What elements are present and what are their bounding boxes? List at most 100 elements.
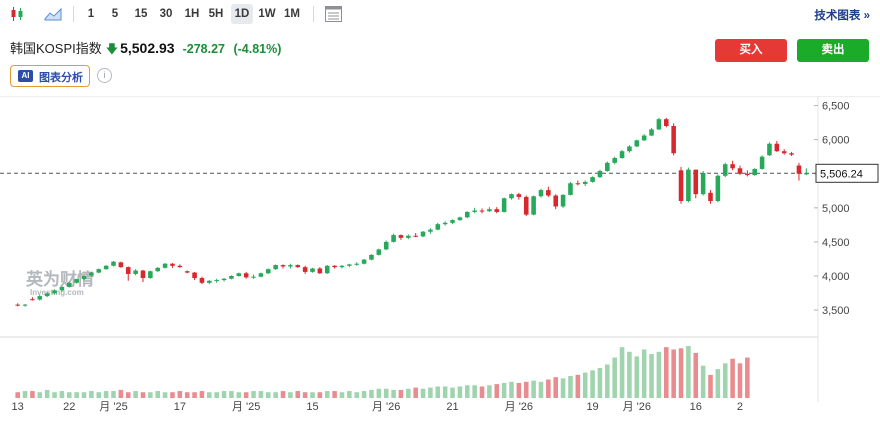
volume-bar xyxy=(435,386,441,398)
volume-bar xyxy=(74,392,79,398)
candle-body xyxy=(221,278,227,281)
price-chart[interactable]: 6,5006,0005,5005,0004,5004,0003,500英为财情I… xyxy=(0,96,880,432)
interval-1h[interactable]: 1H xyxy=(184,8,200,20)
candle-body xyxy=(722,164,728,176)
candle-body xyxy=(339,265,345,268)
candle-body xyxy=(59,286,65,291)
candle-body xyxy=(708,192,713,201)
candle-body xyxy=(612,158,617,163)
volume-bar xyxy=(678,348,684,398)
candle-body xyxy=(111,261,116,266)
interval-5h[interactable]: 5H xyxy=(208,8,224,20)
candle-body xyxy=(678,170,684,201)
candle-body xyxy=(781,151,787,154)
volume-bar xyxy=(700,365,706,398)
candle-body xyxy=(15,304,20,306)
volume-bar xyxy=(546,379,551,398)
buy-button[interactable]: 买入 xyxy=(715,39,787,62)
candle-body xyxy=(435,224,441,230)
interval-1d[interactable]: 1D xyxy=(231,4,253,24)
current-price-label: 5,506.24 xyxy=(820,168,863,180)
candle-body xyxy=(538,190,544,197)
x-tick-label: 月 '26 xyxy=(505,401,533,413)
candle-body xyxy=(413,235,418,237)
area-chart-icon[interactable] xyxy=(44,7,62,21)
candle-body xyxy=(752,168,758,176)
x-tick-label: 月 '25 xyxy=(99,401,127,413)
watermark-logo-text: 英为财情 xyxy=(26,269,94,289)
candle-body xyxy=(184,271,190,273)
volume-bar xyxy=(273,392,278,398)
candle-body xyxy=(207,280,212,283)
toolbar: 1 5 15 30 1H 5H 1D 1W 1M 技术图表 » xyxy=(0,0,880,28)
candle-body xyxy=(450,220,455,223)
candle-body xyxy=(148,271,153,279)
volume-bar xyxy=(361,391,367,398)
volume-bar xyxy=(265,392,271,398)
interval-5min[interactable]: 5 xyxy=(111,8,119,20)
candle-body xyxy=(575,183,581,185)
candle-body xyxy=(649,129,654,136)
volume-bar xyxy=(221,391,227,398)
candle-body xyxy=(52,290,57,294)
interval-1m[interactable]: 1M xyxy=(284,8,300,20)
volume-bar xyxy=(428,387,433,398)
interval-1w[interactable]: 1W xyxy=(258,8,276,20)
technical-chart-link[interactable]: 技术图表 » xyxy=(814,10,870,22)
volume-bar xyxy=(177,391,183,398)
interval-30min[interactable]: 30 xyxy=(159,8,173,20)
info-icon[interactable]: i xyxy=(97,68,112,83)
ai-badge-icon: AI xyxy=(18,70,33,82)
candle-body xyxy=(597,171,603,178)
candle-body xyxy=(22,304,28,306)
candle-body xyxy=(686,169,691,201)
table-view-icon[interactable] xyxy=(325,6,342,22)
interval-15min[interactable]: 15 xyxy=(134,8,148,20)
candle-body xyxy=(406,235,411,238)
volume-bar xyxy=(516,382,522,398)
volume-bar xyxy=(656,351,662,398)
x-tick-label: 13 xyxy=(12,401,24,413)
candle-body xyxy=(383,241,389,250)
volume-bar xyxy=(288,392,293,398)
candle-body xyxy=(265,269,271,274)
current-price-box xyxy=(815,163,879,183)
sell-button[interactable]: 卖出 xyxy=(797,39,869,62)
candle-body xyxy=(369,254,374,260)
candle-body xyxy=(420,231,426,237)
candle-body xyxy=(619,151,625,159)
volume-bar xyxy=(369,389,374,398)
volume-bar xyxy=(494,384,500,398)
interval-1min[interactable]: 1 xyxy=(87,8,95,20)
price-change: -278.27 xyxy=(182,42,225,56)
candle-body xyxy=(767,143,772,156)
volume-bar xyxy=(582,372,588,398)
volume-bar xyxy=(464,385,470,398)
x-tick-label: 21 xyxy=(446,401,458,413)
volume-bar xyxy=(324,391,330,398)
x-tick-label: 15 xyxy=(306,401,318,413)
volume-bar xyxy=(155,391,161,398)
candle-body xyxy=(66,282,72,287)
ai-chart-analysis-button[interactable]: AI 图表分析 xyxy=(10,65,90,87)
volume-bar xyxy=(398,389,404,398)
candle-body xyxy=(553,195,559,207)
candle-body xyxy=(560,194,566,207)
volume-bar xyxy=(332,391,337,398)
volume-bar xyxy=(236,392,242,398)
y-tick-label: 6,000 xyxy=(822,135,850,147)
volume-bar xyxy=(722,363,728,398)
volume-bar xyxy=(280,391,286,398)
candle-body xyxy=(118,262,124,268)
volume-bar xyxy=(192,392,197,398)
volume-bar xyxy=(406,388,411,398)
candlestick-chart-icon[interactable] xyxy=(10,6,24,22)
volume-bar xyxy=(693,352,699,398)
candle-body xyxy=(671,126,676,154)
volume-bar xyxy=(597,367,603,398)
candle-body xyxy=(214,280,219,282)
candle-body xyxy=(745,173,750,176)
x-tick-label: 2 xyxy=(737,401,743,413)
candle-body xyxy=(361,259,367,264)
y-tick-label: 6,500 xyxy=(822,101,850,113)
